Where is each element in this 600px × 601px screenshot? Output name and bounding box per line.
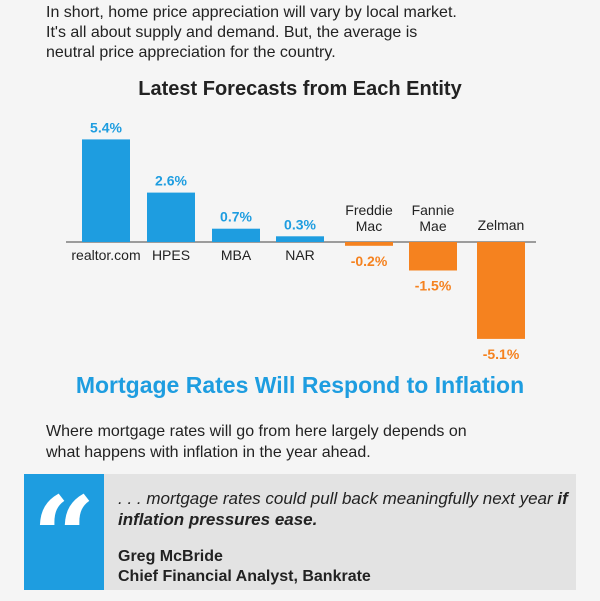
value-label: -5.1% [483,346,520,362]
category-label: realtor.com [71,247,140,263]
value-label: 2.6% [155,173,187,189]
quote-mark-panel: “ [24,472,104,601]
value-label: 5.4% [90,119,122,135]
value-label: -1.5% [415,278,452,294]
section-paragraph: Where mortgage rates will go from here l… [46,421,576,463]
value-label: -0.2% [351,253,388,269]
section-line: Where mortgage rates will go from here l… [46,423,467,440]
category-label: MBA [221,247,252,263]
category-label: Zelman [478,217,525,233]
bar-freddie-mac [345,242,393,246]
quote-author: Greg McBride Chief Financial Analyst, Ba… [118,547,568,587]
category-label: HPES [152,247,190,263]
intro-paragraph: In short, home price appreciation will v… [46,3,576,63]
quote-box: “ . . . mortgage rates could pull back m… [24,472,576,601]
author-name: Greg McBride [118,548,223,565]
value-label: 0.3% [284,216,316,232]
bar-hpes [147,192,195,242]
category-label: Freddie [345,202,393,218]
category-label: Fannie [412,202,455,218]
section-title: Mortgage Rates Will Respond to Inflation [75,372,525,398]
intro-line: In short, home price appreciation will v… [46,4,457,21]
bar-nar [276,236,324,242]
author-title: Chief Financial Analyst, Bankrate [118,568,371,585]
category-label: Mae [419,218,446,234]
category-label: Mac [356,218,382,234]
bar-zelman [477,242,525,339]
intro-line: It's all about supply and demand. But, t… [46,24,418,41]
bar-realtor-com [82,139,130,242]
quote-text: . . . mortgage rates could pull back mea… [118,488,568,530]
chart-title: Latest Forecasts from Each Entity [138,78,462,100]
value-label: 0.7% [220,209,252,225]
quote-text-emphasis: if inflation pressures ease. [118,489,568,529]
category-label: NAR [285,247,315,263]
quote-text-plain: . . . mortgage rates could pull back mea… [118,489,553,508]
intro-line: neutral price appreciation for the count… [46,44,336,61]
bar-fannie-mae [409,242,457,271]
section-line: what happens with inflation in the year … [46,444,371,461]
bar-mba [212,228,260,242]
quote-mark-icon: “ [32,472,96,601]
forecast-bar-chart: 5.4% realtor.com 2.6% HPES 0.7% MBA 0.3% NAR -0.… [66,119,536,362]
